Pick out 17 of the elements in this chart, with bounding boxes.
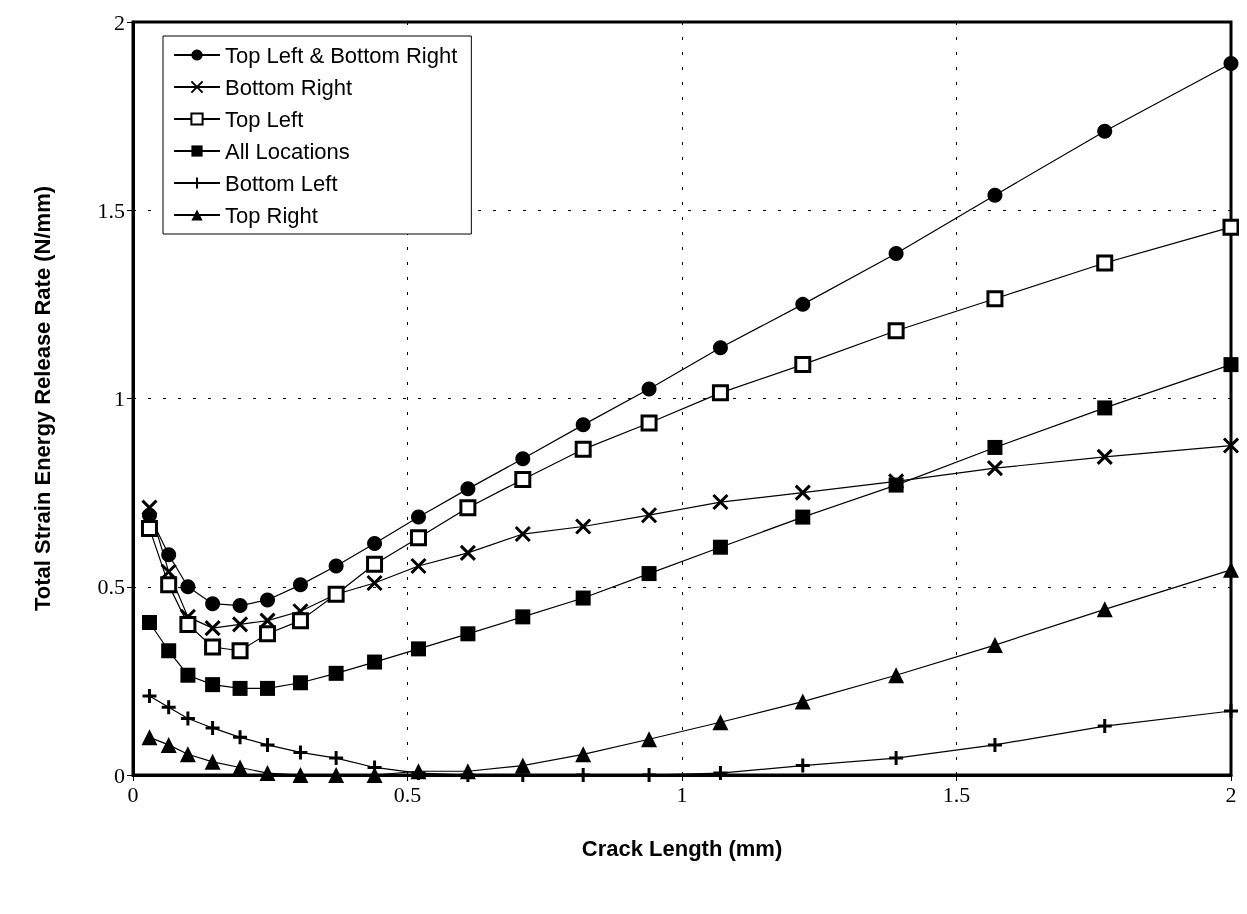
legend-label: Top Left — [225, 106, 304, 132]
legend-label: Bottom Right — [225, 74, 353, 100]
x-axis-title: Crack Length (mm) — [581, 835, 783, 861]
y-tick-label: 2 — [114, 9, 125, 35]
x-tick-label: 1 — [676, 781, 688, 807]
y-tick-label: 0.5 — [97, 574, 125, 600]
y-tick-label: 1.5 — [97, 197, 125, 223]
legend-label: All Locations — [225, 138, 350, 164]
y-axis-title: Total Strain Energy Release Rate (N/mm) — [29, 185, 55, 612]
legend-label: Top Left & Bottom Right — [225, 42, 458, 68]
y-tick-label: 0 — [114, 762, 125, 788]
legend-label: Bottom Left — [225, 170, 338, 196]
x-tick-label: 2 — [1225, 781, 1237, 807]
x-tick-label: 1.5 — [942, 781, 971, 807]
x-tick-label: 0.5 — [393, 781, 422, 807]
y-tick-label: 1 — [114, 386, 125, 411]
legend-label: Top Right — [225, 202, 318, 228]
